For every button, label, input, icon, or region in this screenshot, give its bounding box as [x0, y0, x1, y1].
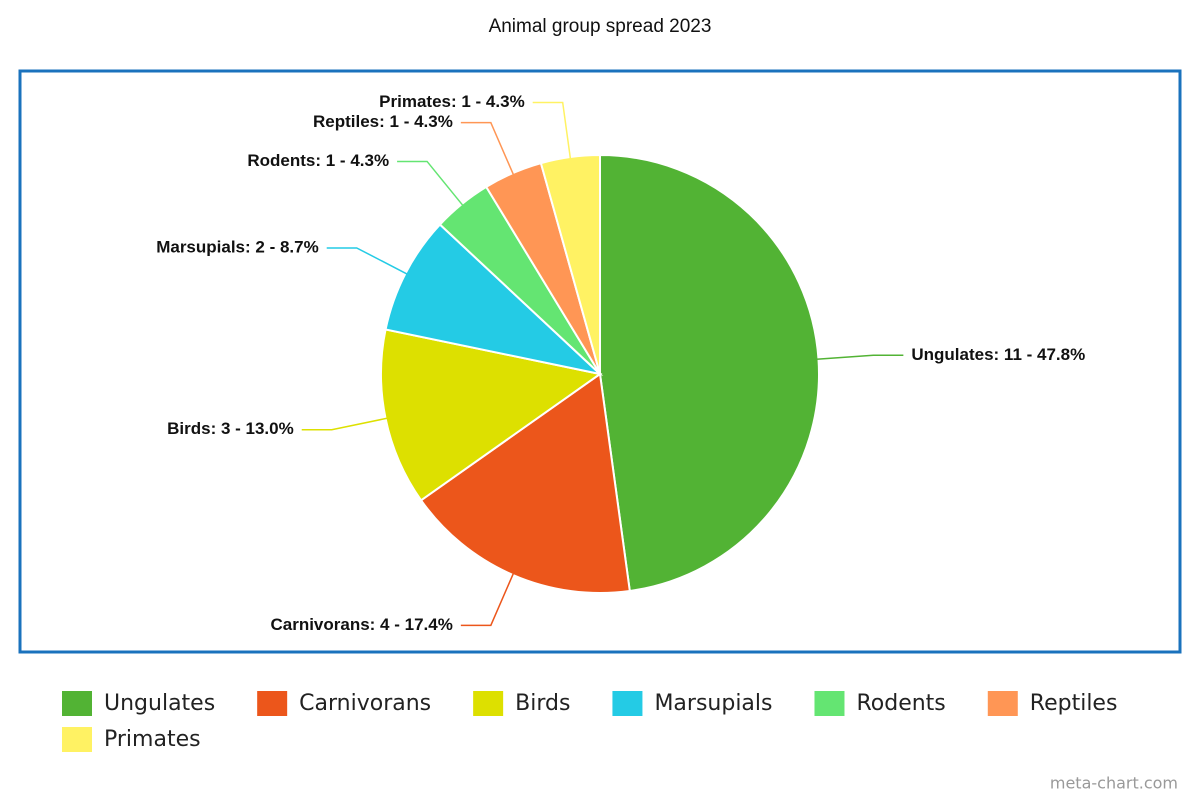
legend-swatch	[987, 691, 1018, 716]
data-label: Carnivorans: 4 - 17.4%	[270, 615, 452, 634]
data-label: Primates: 1 - 4.3%	[379, 92, 525, 111]
legend-label: Reptiles	[1030, 691, 1118, 716]
data-label: Reptiles: 1 - 4.3%	[313, 112, 453, 131]
leader-line	[460, 121, 515, 176]
leader-line	[460, 572, 515, 627]
leader-line	[301, 417, 388, 431]
legend-label: Birds	[515, 691, 570, 716]
legend-label: Carnivorans	[299, 691, 431, 716]
legend-swatch	[257, 691, 288, 716]
data-label: Rodents: 1 - 4.3%	[247, 151, 389, 170]
legend-label: Primates	[104, 727, 201, 752]
leader-line	[532, 101, 572, 160]
legend-swatch	[62, 727, 92, 752]
leader-line	[397, 160, 464, 207]
credit: meta-chart.com	[1050, 774, 1178, 793]
legend-swatch	[473, 691, 504, 716]
data-label: Ungulates: 11 - 47.8%	[911, 345, 1085, 364]
data-label: Marsupials: 2 - 8.7%	[156, 237, 319, 256]
legend-label: Ungulates	[104, 691, 215, 716]
legend-swatch	[62, 691, 92, 716]
leader-line	[326, 247, 408, 275]
legend-swatch	[612, 691, 643, 716]
legend-swatch	[814, 691, 845, 716]
legend-label: Rodents	[856, 691, 945, 716]
chart-title: Animal group spread 2023	[489, 16, 712, 37]
legend-label: Marsupials	[654, 691, 772, 716]
plot-frame	[18, 69, 1182, 654]
data-label: Birds: 3 - 13.0%	[167, 419, 294, 438]
leader-line	[816, 354, 904, 360]
pie-slice	[599, 153, 820, 593]
